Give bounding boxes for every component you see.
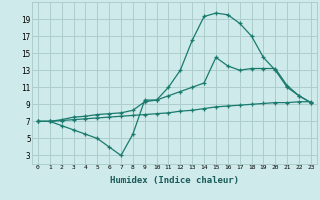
X-axis label: Humidex (Indice chaleur): Humidex (Indice chaleur): [110, 176, 239, 185]
